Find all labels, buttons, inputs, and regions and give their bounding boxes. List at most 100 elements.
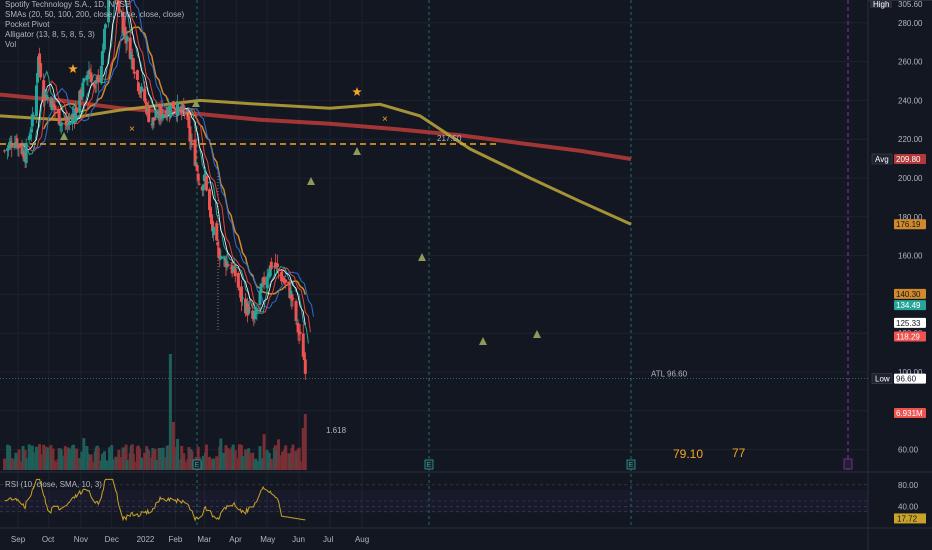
sma50-tag-bg — [894, 288, 926, 299]
volume-bar — [24, 458, 28, 470]
earnings-marker — [192, 459, 202, 470]
volume-bar — [67, 448, 71, 470]
small-17-label: 17 — [181, 109, 190, 118]
candle-body — [94, 79, 98, 84]
candle-body — [151, 117, 155, 126]
legend-alligator: Alligator (13, 8, 5, 8, 5, 3) — [5, 30, 95, 39]
candle-body — [212, 226, 216, 236]
legend-smas: SMAs (20, 50, 100, 200, close, close, cl… — [5, 10, 185, 19]
sma-100-line — [0, 98, 632, 226]
rsi-legend: RSI (10, close, SMA, 10, 3) — [5, 480, 102, 489]
volume-bar — [219, 438, 223, 470]
high-tag-bg — [870, 0, 892, 8]
candle-body — [210, 215, 214, 225]
volume-bar — [255, 461, 259, 470]
volume-bar — [161, 447, 165, 470]
low-tag-value: 96.60 — [896, 375, 917, 384]
earnings-e: E — [195, 462, 200, 469]
volume-bar — [46, 447, 50, 470]
candle-body — [161, 113, 165, 119]
volume-bar — [8, 445, 12, 470]
candle-body — [67, 122, 71, 125]
candle-body — [100, 51, 104, 65]
price-tick-label: 60.00 — [898, 446, 919, 455]
high-value-label: 305.60 — [898, 0, 923, 9]
candle-body — [29, 129, 33, 133]
candle-body — [208, 189, 212, 211]
candle-body — [96, 74, 100, 83]
volume-bar — [231, 444, 235, 470]
pocket-pivot-triangle — [60, 132, 68, 140]
white-tag-bg — [894, 317, 926, 328]
avg-tag-bg — [894, 153, 926, 164]
low-tag-label-bg — [871, 373, 893, 384]
candle-body — [22, 152, 26, 159]
volume-bar — [262, 434, 266, 470]
candle-body — [255, 308, 259, 312]
volume-bar — [110, 445, 114, 470]
candle-body — [53, 105, 57, 111]
candle-body — [190, 140, 194, 142]
big-right-label: 77 — [732, 446, 746, 460]
candle-body — [168, 105, 172, 118]
earnings-marker — [424, 459, 434, 470]
candle-body — [291, 298, 295, 300]
candle-body — [75, 107, 79, 113]
candle-body — [71, 113, 75, 123]
candle-body — [253, 310, 257, 320]
volume-bar — [226, 448, 230, 470]
pocket-pivot-triangle — [192, 99, 200, 107]
volume-bar — [14, 452, 18, 470]
candle-body — [182, 105, 186, 108]
volume-bar — [75, 448, 79, 470]
candle-body — [64, 120, 68, 126]
candle-body — [43, 91, 47, 98]
volume-bar — [111, 459, 115, 470]
rsi-tick-label: 80.00 — [898, 481, 919, 490]
volume-bar — [182, 453, 186, 470]
time-axis-label: Sep — [11, 535, 26, 544]
volume-bar — [212, 458, 216, 470]
high-tag-label: High — [873, 0, 889, 9]
legend-vol: Vol — [5, 40, 17, 49]
candle-body — [10, 144, 14, 148]
white-tag-value: 125.33 — [896, 319, 921, 328]
volume-bar — [240, 456, 244, 470]
high-top — [868, 0, 932, 1]
candle-body — [197, 183, 201, 185]
volume-bar — [248, 453, 252, 470]
candle-body — [153, 119, 157, 121]
candle-body — [273, 262, 277, 268]
time-axis-label: Mar — [197, 535, 211, 544]
price-tick-label: 160.00 — [898, 252, 923, 261]
rsi-line — [4, 478, 306, 522]
candle-body — [223, 258, 227, 261]
earnings-e: E — [629, 462, 634, 469]
volume-bar — [17, 449, 21, 470]
volume-bar — [72, 444, 76, 470]
volume-bar — [274, 450, 278, 470]
pocket-pivot-triangle — [307, 177, 315, 185]
candle-body — [287, 281, 291, 286]
volume-bar — [158, 448, 162, 470]
volume-bar — [154, 460, 158, 470]
candle-body — [259, 283, 263, 294]
rsi-value-bg — [894, 513, 926, 524]
candle-body — [180, 109, 184, 113]
volume-bar — [258, 446, 262, 470]
candle-body — [251, 310, 255, 319]
volume-bars — [3, 354, 307, 470]
low-tag-bg — [894, 373, 926, 384]
candle-body — [52, 103, 56, 108]
candle-body — [280, 271, 284, 282]
candle-body — [211, 221, 215, 232]
candle-body — [42, 80, 46, 101]
volume-bar — [171, 422, 175, 470]
candle-body — [102, 28, 106, 50]
candle-body — [262, 276, 266, 285]
volume-bar — [284, 445, 288, 470]
candle-body — [78, 90, 82, 113]
time-axis-label: Aug — [355, 535, 369, 544]
price-tick-label: 240.00 — [898, 96, 923, 105]
